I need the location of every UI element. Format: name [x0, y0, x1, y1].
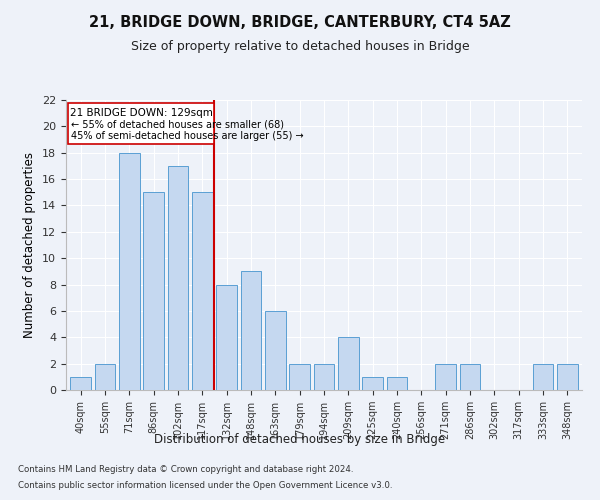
Bar — [338, 338, 359, 390]
Bar — [119, 152, 140, 390]
Text: ← 55% of detached houses are smaller (68): ← 55% of detached houses are smaller (68… — [71, 120, 284, 130]
Bar — [143, 192, 164, 390]
Text: 45% of semi-detached houses are larger (55) →: 45% of semi-detached houses are larger (… — [71, 130, 304, 140]
Bar — [241, 272, 262, 390]
Bar — [95, 364, 115, 390]
Bar — [192, 192, 212, 390]
Bar — [460, 364, 481, 390]
Bar — [557, 364, 578, 390]
Text: 21 BRIDGE DOWN: 129sqm: 21 BRIDGE DOWN: 129sqm — [70, 108, 213, 118]
Text: 21, BRIDGE DOWN, BRIDGE, CANTERBURY, CT4 5AZ: 21, BRIDGE DOWN, BRIDGE, CANTERBURY, CT4… — [89, 15, 511, 30]
FancyBboxPatch shape — [68, 102, 214, 144]
Bar — [70, 377, 91, 390]
Text: Distribution of detached houses by size in Bridge: Distribution of detached houses by size … — [154, 432, 446, 446]
Text: Size of property relative to detached houses in Bridge: Size of property relative to detached ho… — [131, 40, 469, 53]
Bar — [167, 166, 188, 390]
Bar — [436, 364, 456, 390]
Bar — [362, 377, 383, 390]
Bar — [314, 364, 334, 390]
Bar — [386, 377, 407, 390]
Bar — [533, 364, 553, 390]
Bar — [289, 364, 310, 390]
Y-axis label: Number of detached properties: Number of detached properties — [23, 152, 37, 338]
Text: Contains HM Land Registry data © Crown copyright and database right 2024.: Contains HM Land Registry data © Crown c… — [18, 466, 353, 474]
Bar — [216, 284, 237, 390]
Bar — [265, 311, 286, 390]
Text: Contains public sector information licensed under the Open Government Licence v3: Contains public sector information licen… — [18, 480, 392, 490]
